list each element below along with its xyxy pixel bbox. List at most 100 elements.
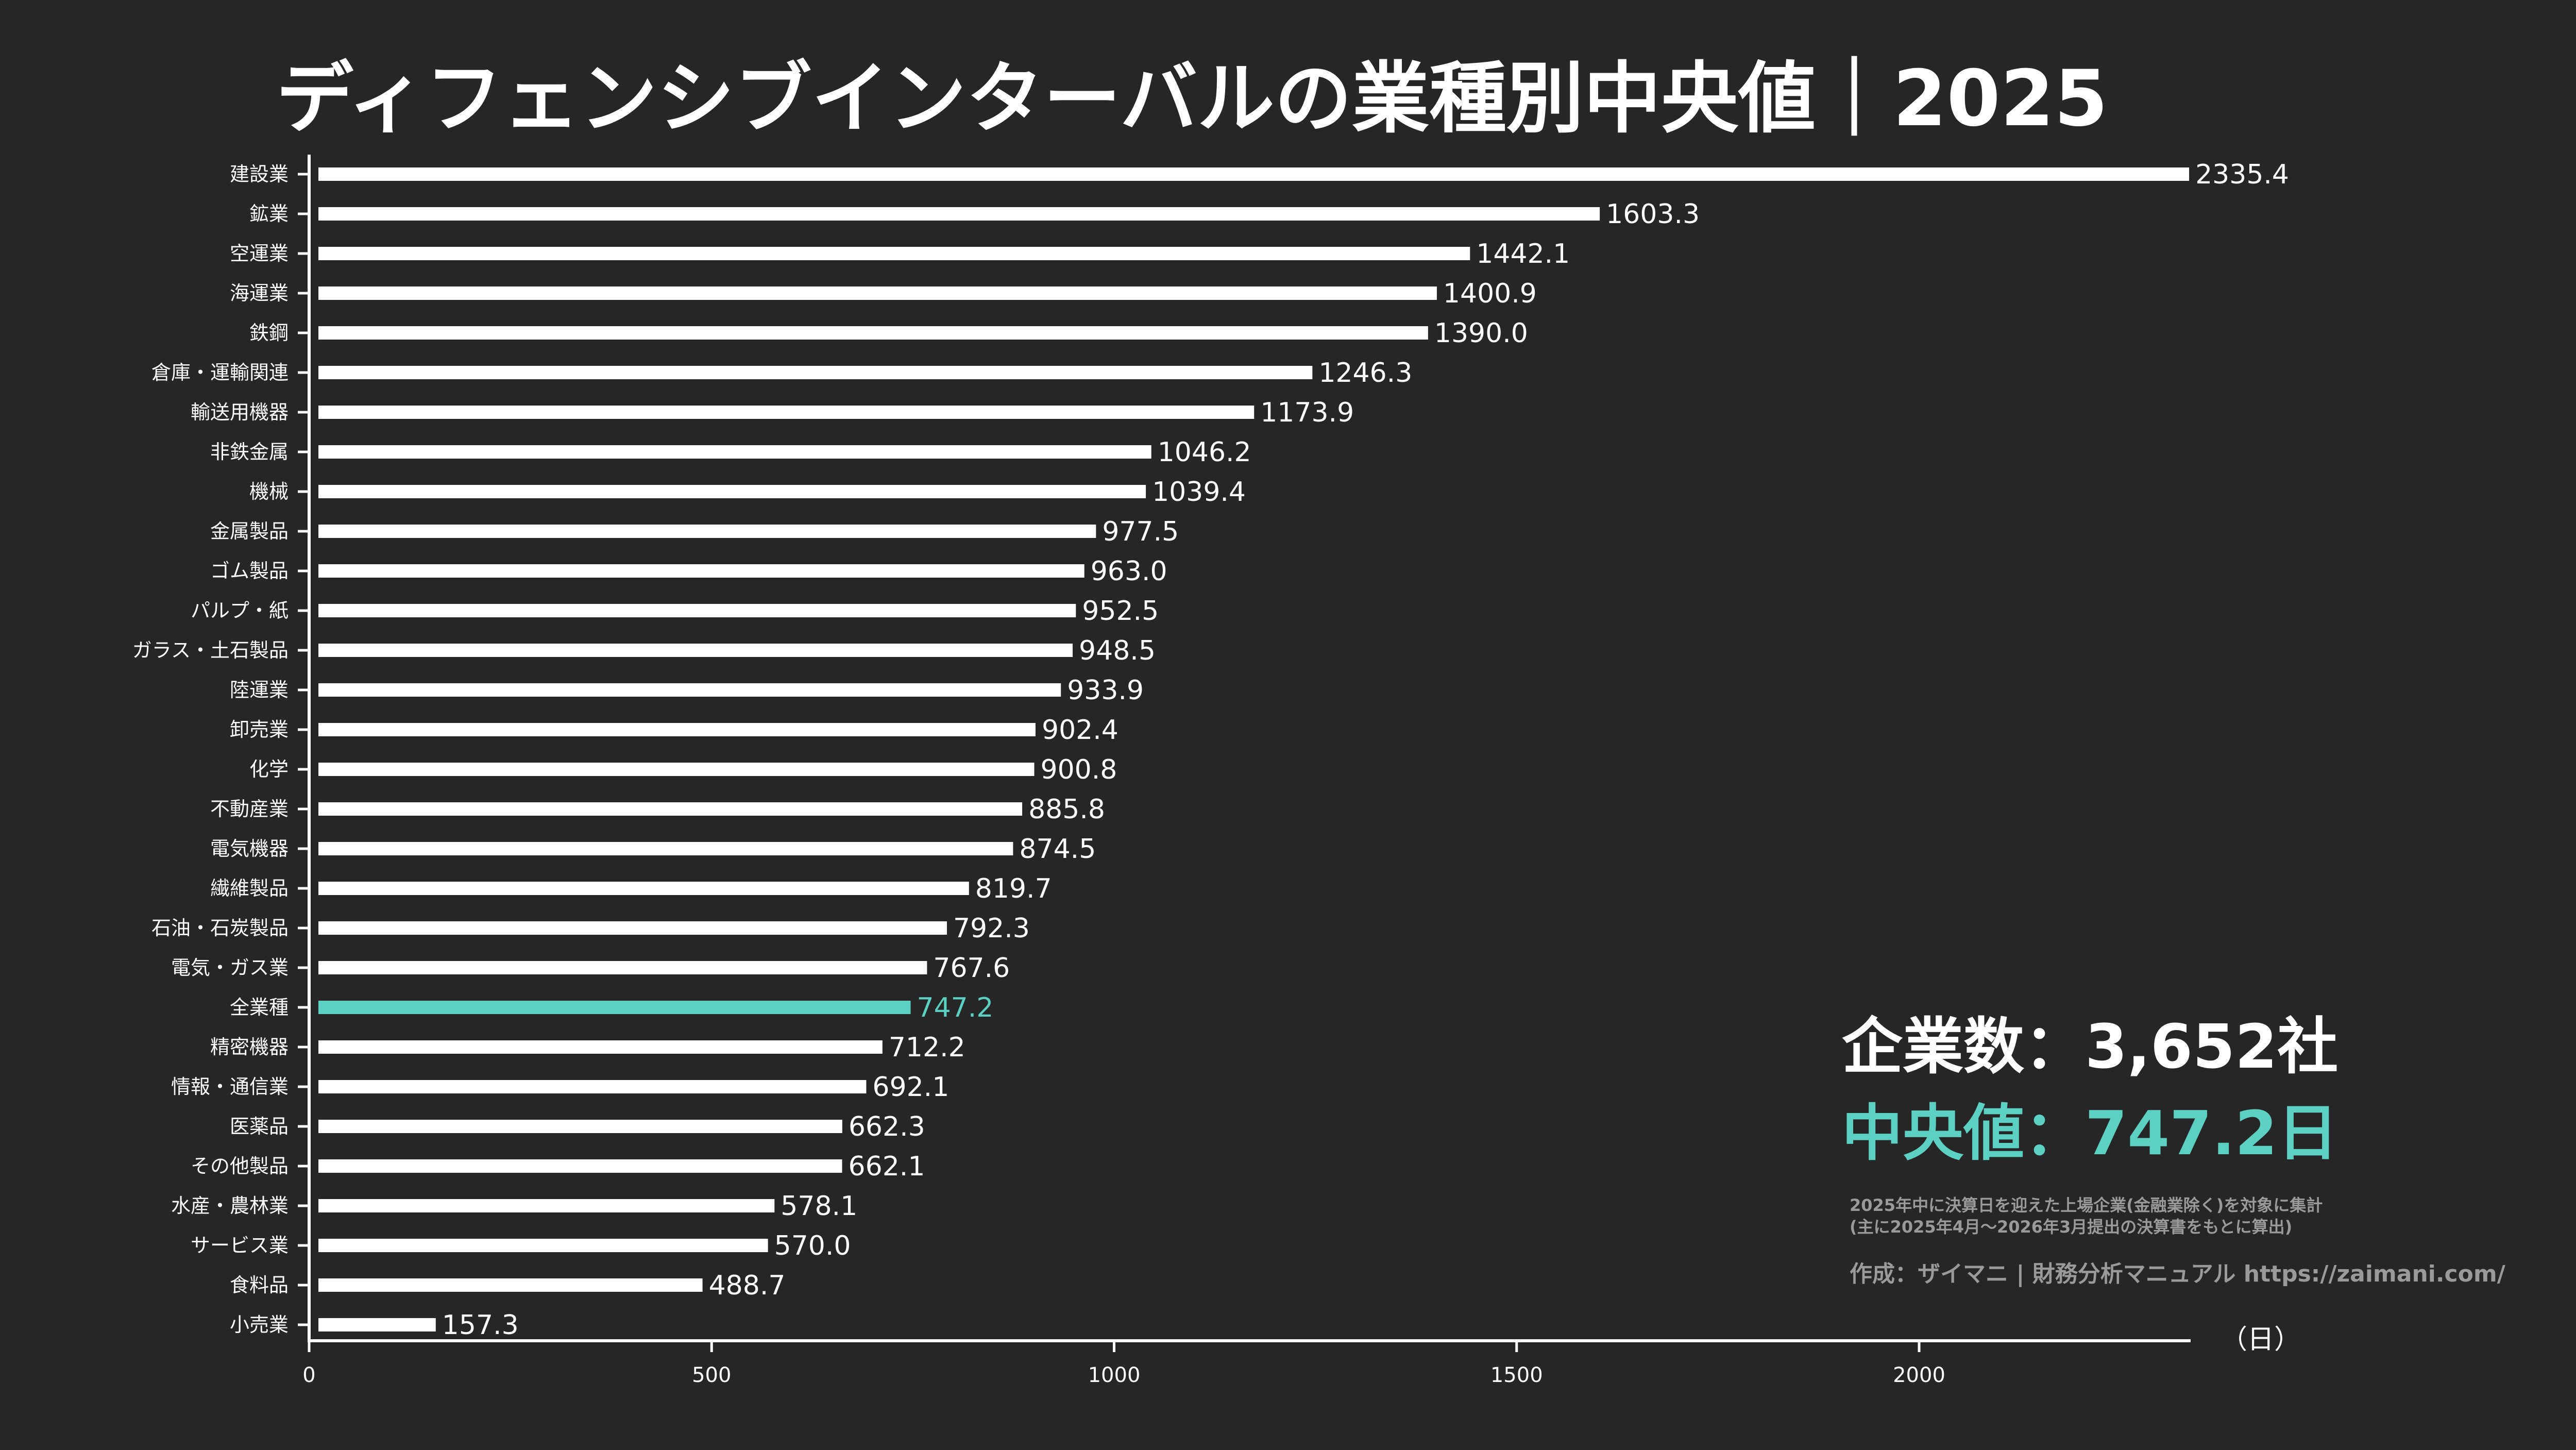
x-tick-label: 1500 bbox=[1490, 1363, 1543, 1387]
value-label: 570.0 bbox=[774, 1230, 851, 1261]
value-label: 1046.2 bbox=[1158, 437, 1251, 468]
x-tick-label: 2000 bbox=[1893, 1363, 1945, 1387]
category-label: 機械 bbox=[249, 480, 289, 503]
value-label: 1603.3 bbox=[1606, 199, 1700, 230]
bar bbox=[318, 1318, 436, 1331]
category-label: 食料品 bbox=[230, 1274, 289, 1296]
chart-title: ディフェンシブインターバルの業種別中央値｜2025 bbox=[276, 54, 2108, 144]
bar bbox=[318, 1278, 703, 1292]
value-label: 819.7 bbox=[975, 873, 1052, 904]
category-label: 鉱業 bbox=[249, 203, 289, 225]
value-label: 977.5 bbox=[1102, 516, 1179, 547]
bar bbox=[318, 525, 1096, 538]
unit-label: （日） bbox=[2221, 1324, 2301, 1355]
bar bbox=[318, 1199, 775, 1212]
value-label: 692.1 bbox=[872, 1072, 949, 1103]
bar bbox=[318, 802, 1023, 816]
value-label: 1039.4 bbox=[1152, 477, 1246, 508]
category-label: 空運業 bbox=[230, 242, 289, 265]
category-label: 全業種 bbox=[230, 996, 289, 1019]
value-label: 792.3 bbox=[953, 913, 1030, 944]
bar bbox=[318, 1239, 768, 1252]
bar bbox=[318, 604, 1076, 617]
bar bbox=[318, 723, 1036, 736]
bar bbox=[318, 366, 1313, 379]
value-label: 874.5 bbox=[1019, 834, 1096, 865]
value-label: 747.2 bbox=[917, 992, 994, 1023]
bar bbox=[318, 485, 1146, 498]
category-label: ガラス・土石製品 bbox=[132, 639, 289, 662]
bar bbox=[318, 326, 1428, 340]
bar bbox=[318, 1001, 911, 1014]
value-label: 1400.9 bbox=[1443, 278, 1537, 309]
bar bbox=[318, 167, 2190, 181]
value-label: 662.3 bbox=[849, 1111, 925, 1142]
bar bbox=[318, 763, 1035, 776]
category-label: 繊維製品 bbox=[210, 877, 289, 900]
value-label: 1442.1 bbox=[1476, 239, 1570, 269]
credit: 作成：ザイマニ | 財務分析マニュアル https://zaimani.com/ bbox=[1850, 1261, 2506, 1287]
company-count: 企業数：3,652社 bbox=[1842, 1011, 2338, 1082]
value-label: 963.0 bbox=[1091, 556, 1167, 587]
category-label: 金属製品 bbox=[210, 520, 289, 543]
category-label: 医薬品 bbox=[230, 1115, 289, 1138]
bar bbox=[318, 1159, 842, 1173]
bar bbox=[318, 683, 1061, 697]
bar bbox=[318, 445, 1151, 459]
bar bbox=[318, 1080, 867, 1093]
value-label: 662.1 bbox=[849, 1151, 925, 1182]
category-label: 海運業 bbox=[230, 282, 289, 305]
x-tick-label: 0 bbox=[302, 1363, 315, 1387]
bar bbox=[318, 921, 947, 935]
category-label: サービス業 bbox=[191, 1234, 289, 1257]
category-label: 小売業 bbox=[230, 1313, 289, 1336]
category-label: 化学 bbox=[249, 758, 289, 781]
category-label: 精密機器 bbox=[210, 1036, 289, 1058]
category-label: パルプ・紙 bbox=[191, 599, 289, 622]
value-label: 2335.4 bbox=[2195, 159, 2289, 190]
bar bbox=[318, 564, 1084, 578]
bar bbox=[318, 882, 969, 895]
bar bbox=[318, 247, 1470, 260]
bar bbox=[318, 842, 1013, 855]
value-label: 885.8 bbox=[1028, 794, 1105, 825]
bar bbox=[318, 961, 927, 974]
category-label: その他製品 bbox=[191, 1155, 289, 1177]
category-label: 不動産業 bbox=[210, 798, 289, 820]
value-label: 933.9 bbox=[1067, 675, 1144, 706]
category-label: ゴム製品 bbox=[210, 560, 289, 582]
category-label: 倉庫・運輸関連 bbox=[151, 361, 289, 384]
category-label: 水産・農林業 bbox=[171, 1194, 289, 1217]
category-label: 輸送用機器 bbox=[191, 401, 289, 424]
bar bbox=[318, 406, 1255, 419]
x-tick-label: 500 bbox=[692, 1363, 731, 1387]
value-label: 948.5 bbox=[1079, 635, 1156, 666]
value-label: 157.3 bbox=[442, 1310, 519, 1341]
category-label: 電気・ガス業 bbox=[171, 956, 289, 979]
category-label: 陸運業 bbox=[230, 679, 289, 701]
value-label: 1390.0 bbox=[1434, 318, 1528, 349]
category-label: 建設業 bbox=[230, 163, 289, 186]
category-label: 石油・石炭製品 bbox=[151, 917, 289, 939]
value-label: 578.1 bbox=[781, 1191, 857, 1222]
category-label: 鉄鋼 bbox=[249, 322, 289, 344]
category-label: 電気機器 bbox=[210, 837, 289, 860]
value-label: 900.8 bbox=[1041, 754, 1117, 785]
median-value: 中央値：747.2日 bbox=[1842, 1098, 2338, 1169]
note-line-2: (主に2025年4月～2026年3月提出の決算書をもとに算出) bbox=[1850, 1217, 2292, 1237]
category-label: 卸売業 bbox=[230, 718, 289, 741]
value-label: 902.4 bbox=[1042, 715, 1118, 746]
note-line-1: 2025年中に決算日を迎えた上場企業(金融業除く)を対象に集計 bbox=[1850, 1195, 2323, 1215]
value-label: 952.5 bbox=[1082, 596, 1159, 627]
bar bbox=[318, 1120, 842, 1133]
value-label: 1246.3 bbox=[1318, 358, 1412, 389]
category-label: 情報・通信業 bbox=[171, 1075, 289, 1098]
bar bbox=[318, 1040, 883, 1054]
bar bbox=[318, 286, 1437, 300]
value-label: 488.7 bbox=[709, 1270, 786, 1301]
x-tick-label: 1000 bbox=[1088, 1363, 1141, 1387]
value-label: 767.6 bbox=[933, 953, 1010, 984]
bar bbox=[318, 207, 1600, 221]
category-label: 非鉄金属 bbox=[210, 441, 289, 463]
